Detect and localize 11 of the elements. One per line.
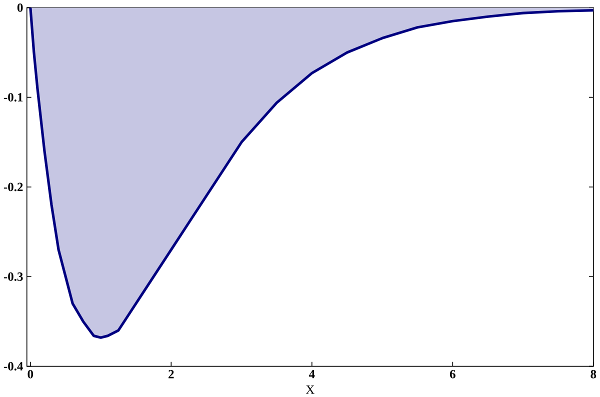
y-tick-label: -0.2 xyxy=(4,182,23,192)
x-axis-title: X xyxy=(306,385,314,394)
y-tick-label: -0.1 xyxy=(4,93,23,102)
y-tick-label: 0 xyxy=(17,3,23,12)
x-tick-label: 6 xyxy=(450,370,456,378)
y-tick-label: -0.3 xyxy=(4,272,23,281)
x-tick-label: 4 xyxy=(308,370,315,378)
x-tick-label: 0 xyxy=(28,370,34,378)
x-tick-label: 8 xyxy=(590,370,596,378)
y-tick-label: -0.4 xyxy=(4,362,23,370)
x-tick-label: 2 xyxy=(168,370,174,378)
